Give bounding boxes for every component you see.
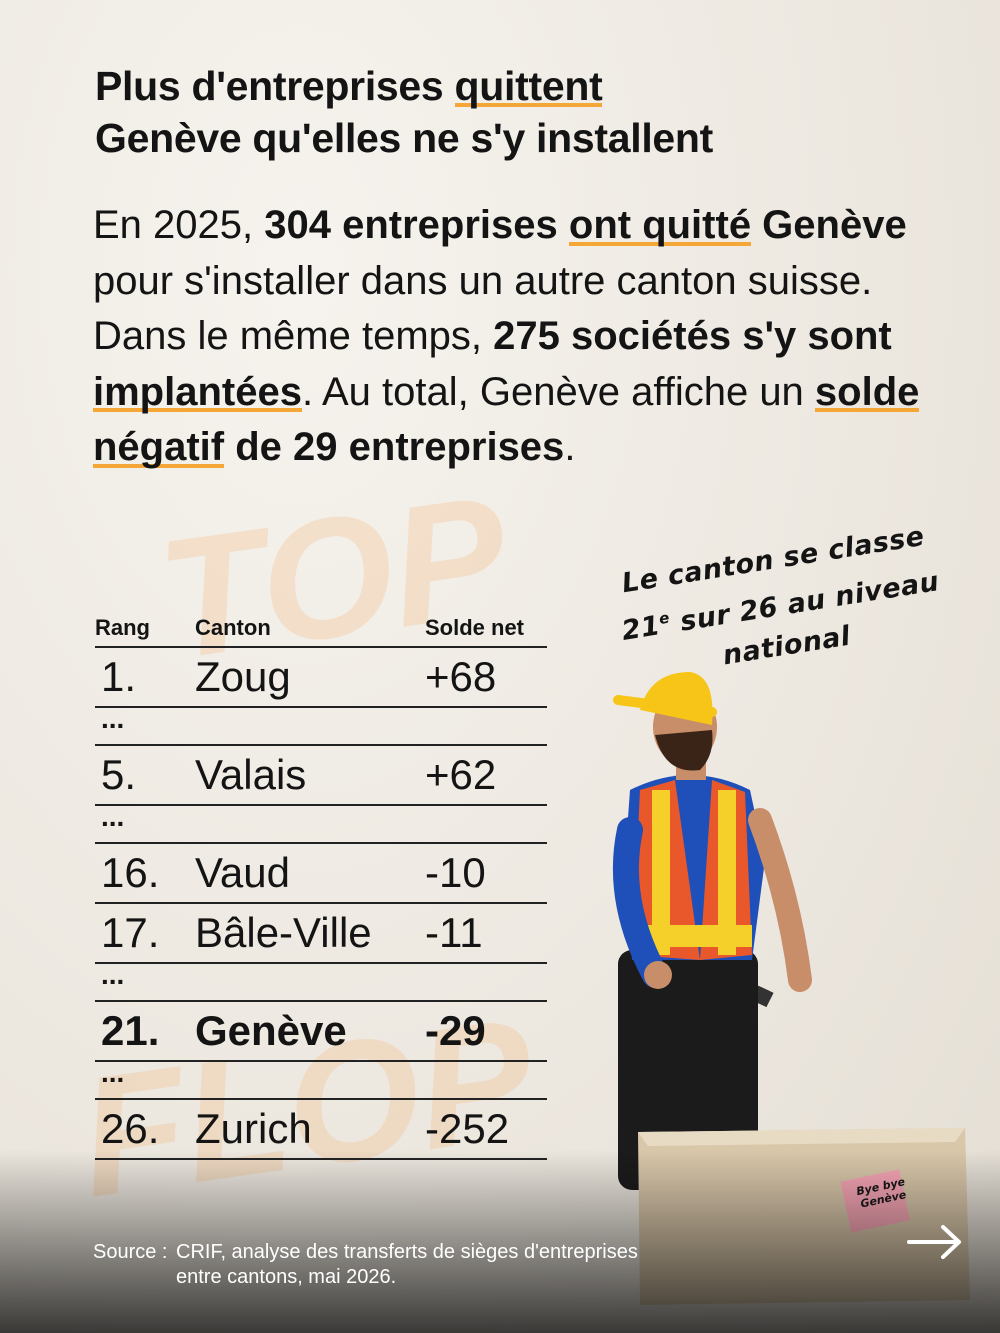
rank: 1. <box>101 653 137 700</box>
ellipsis-row: ... <box>95 801 547 844</box>
source-text: entre cantons, mai 2026. <box>176 1266 397 1288</box>
net-balance: -10 <box>425 849 486 896</box>
canton: Bâle-Ville <box>195 909 372 956</box>
canton: Vaud <box>195 849 290 896</box>
canton: Valais <box>195 751 307 798</box>
rank: 5. <box>101 751 137 798</box>
text-segment: . <box>564 425 576 469</box>
header-cell: Canton <box>195 615 271 640</box>
text-segment: Plus d'entreprises <box>95 63 455 109</box>
ellipsis: ... <box>101 801 125 832</box>
rank: 21. <box>101 1007 160 1054</box>
title: Plus d'entreprises quittent Genève qu'ell… <box>95 60 713 164</box>
ellipsis-row: ... <box>95 703 547 746</box>
text-segment: Genève qu'elles ne s'y installent <box>95 115 714 161</box>
ellipsis: ... <box>101 1057 125 1088</box>
table-row: 21. Genève -29 <box>95 1002 547 1062</box>
text-segment: ont quitté <box>568 203 752 249</box>
text-segment: pour s'installer dans un autre canton su… <box>93 258 873 359</box>
source-label: Source : <box>93 1241 168 1263</box>
text-segment: 304 entreprises <box>264 203 569 247</box>
net-balance: -252 <box>425 1105 510 1152</box>
body-text: En 2025, 304 entreprises ont quitté Genè… <box>93 198 923 476</box>
ellipsis: ... <box>101 959 125 990</box>
table-row: 5. Valais +62 <box>95 746 547 806</box>
table-row: 17. Bâle-Ville -11 <box>95 904 547 964</box>
ellipsis: ... <box>101 703 125 734</box>
text-segment: En 2025, <box>93 203 265 247</box>
ellipsis-row: ... <box>95 959 547 1002</box>
source-text: CRIF, analyse des transferts de sièges d… <box>176 1241 638 1263</box>
rank: 26. <box>101 1105 160 1152</box>
canton: Genève <box>195 1007 347 1054</box>
ranking-table: Rang Canton Solde net 1. Zoug +68... 5. Vala… <box>95 610 547 1160</box>
net-balance: +68 <box>425 653 497 700</box>
rank: 17. <box>101 909 160 956</box>
table-row: 16. Vaud -10 <box>95 844 547 904</box>
table-row: 26. Zurich -252 <box>95 1100 547 1160</box>
canton: Zurich <box>195 1105 312 1152</box>
rank: 16. <box>101 849 160 896</box>
text-segment: 275 sociétés s'y sont <box>493 314 892 358</box>
net-balance: -11 <box>425 909 483 956</box>
note-rank-suffix: e <box>657 608 672 628</box>
canton: Zoug <box>195 653 291 700</box>
source: Source : CRIF, analyse des transferts de… <box>93 1240 638 1290</box>
text-segment: . Au total, Genève affiche un <box>301 369 815 414</box>
net-balance: -29 <box>425 1007 486 1054</box>
table-row: 1. Zoug +68 <box>95 648 547 708</box>
text-segment: implantées <box>93 369 302 416</box>
table-header: Rang Canton Solde net <box>95 610 547 648</box>
ellipsis-row: ... <box>95 1057 547 1100</box>
header-cell: Rang <box>95 615 150 640</box>
next-arrow[interactable] <box>905 1222 965 1262</box>
title-line: Genève qu'elles ne s'y installent <box>95 112 713 164</box>
header-cell: Solde net <box>425 615 525 640</box>
note-rank: 21 <box>619 610 663 647</box>
text-segment: de 29 entreprises <box>224 425 565 469</box>
net-balance: +62 <box>425 751 497 798</box>
text-segment: Genève <box>751 203 907 247</box>
title-line: Plus d'entreprises quittent <box>95 60 713 112</box>
text-segment: quittent <box>454 63 603 111</box>
